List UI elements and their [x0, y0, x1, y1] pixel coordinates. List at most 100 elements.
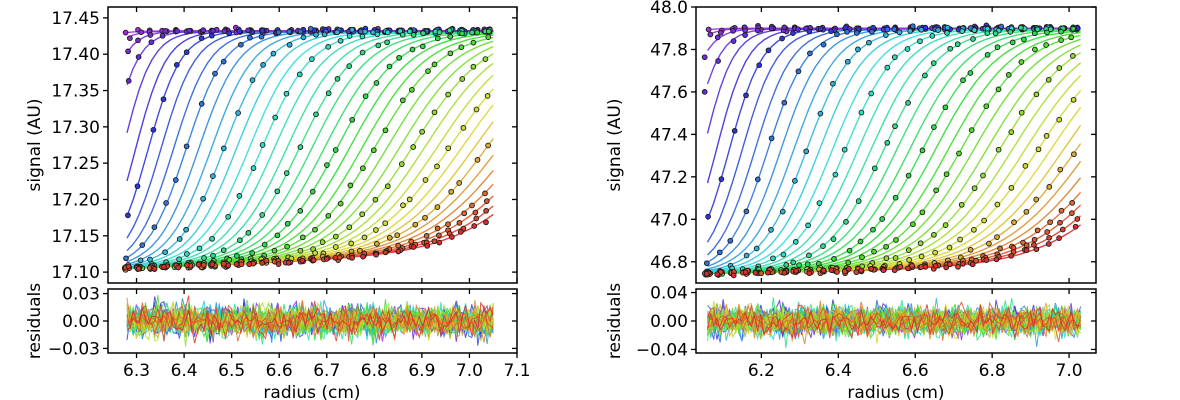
right-x-ticks: 6.2 6.4 6.6 6.8 7.0 — [748, 7, 1083, 381]
left-fit-curve — [126, 30, 494, 269]
left-panel: 17.10 17.15 17.20 17.25 17.30 17.35 17.40 17.45… — [25, 6, 531, 400]
left-data-point — [148, 39, 155, 46]
left-data-point — [312, 226, 318, 233]
left-data-point — [210, 28, 216, 34]
right-data-point — [958, 201, 965, 208]
left-data-point — [483, 198, 490, 204]
left-data-point — [461, 210, 468, 217]
left-data-point — [446, 27, 453, 34]
right-data-point — [1034, 26, 1041, 33]
right-data-point — [893, 237, 899, 243]
left-data-point — [471, 223, 478, 229]
right-x-tick-label: 6.6 — [902, 361, 929, 381]
right-data-point — [909, 262, 915, 269]
right-data-point — [992, 30, 999, 37]
right-data-point — [1069, 210, 1075, 216]
left-data-point — [200, 195, 206, 202]
left-data-point — [334, 76, 341, 82]
left-signal-y-tick-label: 17.30 — [51, 118, 100, 138]
left-data-point — [286, 41, 293, 48]
left-data-point — [434, 163, 440, 170]
left-signal-y-tick-label: 17.25 — [51, 154, 100, 174]
right-data-point — [983, 257, 990, 263]
left-data-point — [259, 142, 266, 148]
left-data-point — [406, 28, 413, 35]
left-signal-y-tick-label: 17.45 — [51, 9, 100, 29]
right-data-point — [892, 123, 898, 130]
right-data-point — [891, 54, 898, 61]
right-data-point — [705, 26, 712, 33]
right-data-point — [1058, 207, 1065, 214]
right-data-point — [834, 31, 840, 38]
left-data-point — [474, 157, 481, 163]
left-data-point — [386, 63, 393, 70]
left-data-point — [431, 238, 438, 245]
right-data-point — [1008, 129, 1015, 135]
right-data-point — [968, 127, 975, 133]
left-data-point — [210, 173, 216, 179]
right-data-point — [944, 30, 950, 36]
right-data-point — [792, 239, 799, 245]
left-data-point — [482, 56, 489, 62]
right-residuals-plot — [707, 297, 1082, 348]
right-data-point — [805, 222, 811, 229]
right-data-point — [832, 171, 839, 178]
right-data-point — [917, 240, 924, 247]
left-data-point — [445, 91, 451, 98]
left-data-point — [459, 30, 465, 37]
left-data-point — [434, 35, 441, 42]
left-data-point — [370, 29, 376, 36]
left-data-point — [384, 39, 390, 46]
left-data-point — [272, 114, 279, 121]
right-residuals-y-tick-label: 0.00 — [650, 312, 688, 332]
right-data-point — [1044, 29, 1050, 36]
left-data-point — [176, 256, 182, 263]
right-data-point — [1045, 76, 1052, 83]
right-signal-y-tick-label: 47.0 — [650, 210, 688, 230]
right-data-point — [1034, 227, 1041, 234]
left-data-point — [347, 182, 354, 189]
right-data-point — [1008, 252, 1015, 259]
right-data-point — [754, 27, 761, 34]
right-fit-curve — [706, 27, 1081, 184]
right-data-point — [1022, 163, 1029, 169]
right-data-point — [960, 260, 966, 267]
left-x-tick-label: 7.1 — [503, 361, 530, 381]
left-data-point — [123, 255, 129, 262]
right-data-point — [1023, 242, 1030, 249]
right-data-point — [930, 60, 937, 66]
left-data-point — [139, 242, 146, 248]
right-data-point — [1043, 42, 1049, 48]
right-data-point — [830, 236, 837, 242]
left-data-point — [238, 261, 245, 268]
left-data-point — [122, 29, 129, 36]
left-residuals-y-tick-label: −0.03 — [48, 339, 100, 359]
left-data-point — [309, 188, 316, 195]
left-data-point — [226, 257, 233, 263]
left-signal-frame — [107, 6, 518, 284]
right-data-point — [931, 231, 937, 238]
left-data-point — [259, 260, 266, 266]
right-data-point — [1056, 235, 1062, 241]
right-data-point — [768, 227, 774, 233]
right-data-point — [707, 31, 714, 38]
right-data-point — [959, 28, 966, 34]
right-data-point — [804, 261, 811, 268]
left-data-point — [238, 41, 244, 48]
right-data-point — [946, 244, 953, 251]
left-x-tick-label: 6.8 — [361, 361, 388, 381]
right-data-point — [742, 269, 749, 276]
right-data-point — [816, 200, 823, 206]
right-panel: 46.8 47.0 47.2 47.4 47.6 47.8 48.0 signal (AU)… — [605, 0, 1097, 400]
right-data-point — [980, 172, 986, 179]
left-data-point — [234, 253, 240, 259]
left-data-point — [349, 116, 356, 123]
right-data-point — [1005, 72, 1012, 78]
left-data-point — [445, 221, 451, 228]
left-data-point — [469, 29, 475, 36]
right-data-point — [1072, 223, 1079, 230]
right-data-point — [845, 259, 852, 266]
right-data-point — [905, 247, 912, 253]
left-data-point — [346, 33, 353, 39]
left-data-point — [249, 250, 256, 256]
